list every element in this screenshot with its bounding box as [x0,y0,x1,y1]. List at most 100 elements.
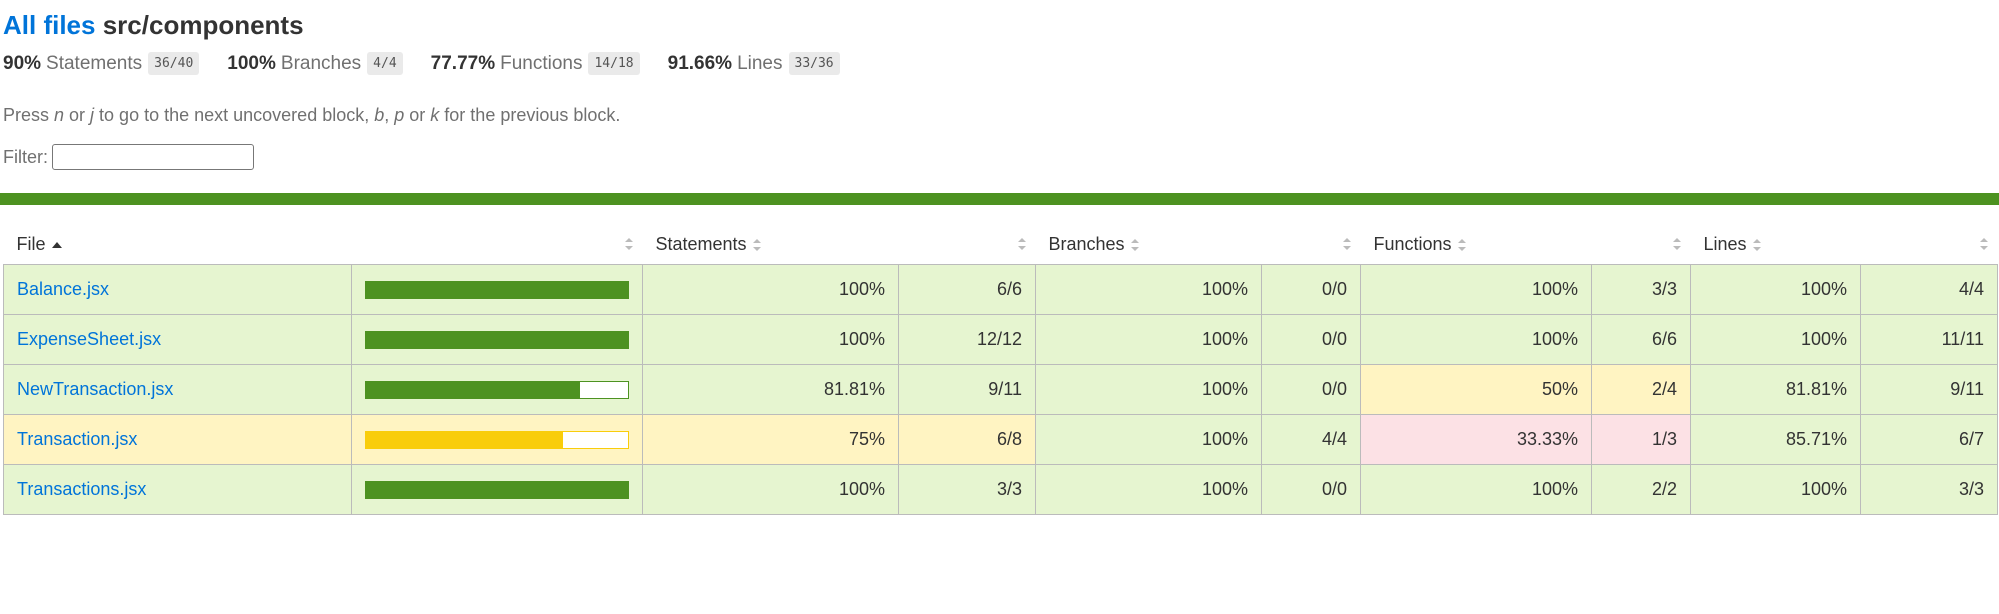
sort-icon [1979,238,1988,250]
status-bar [0,193,1999,205]
functions-raw-cell: 2/4 [1591,364,1691,415]
summary-statements: 90% Statements 36/40 [3,52,200,75]
coverage-bar-fill [366,481,628,498]
branches-pct-cell: 100% [1035,364,1262,415]
coverage-bar-fill [366,331,628,348]
sort-icon [1342,238,1351,250]
summary-pct: 91.66% [667,52,733,74]
branches-raw-cell: 0/0 [1261,464,1361,515]
summary-fraction: 4/4 [367,52,403,75]
sort-icon [1017,238,1026,250]
statements-raw-cell: 3/3 [898,464,1036,515]
coverage-bar [365,330,629,349]
file-cell: NewTransaction.jsx [3,364,352,415]
current-directory: src/components [102,10,304,40]
filter-label: Filter: [3,146,48,167]
summary-label: Statements [46,52,143,74]
lines-pct-cell: 100% [1690,464,1861,515]
table-header-row: File Statements Branches Functions Lines [4,224,1998,265]
branches-column-header[interactable]: Branches [1036,224,1262,265]
functions-raw-cell: 1/3 [1591,414,1691,465]
coverage-bar [365,280,629,299]
coverage-bar-cell [351,464,643,515]
summary-label: Branches [280,52,362,74]
file-cell: ExpenseSheet.jsx [3,314,352,365]
statements-raw-cell: 9/11 [898,364,1036,415]
branches-pct-cell: 100% [1035,314,1262,365]
branches-raw-cell: 0/0 [1261,264,1361,315]
statements-column-header[interactable]: Statements [643,224,899,265]
lines-raw-cell: 4/4 [1860,264,1998,315]
hint-text: or [404,105,431,125]
column-label: Functions [1373,233,1452,254]
coverage-bar [365,430,629,449]
coverage-bar-fill [366,381,581,398]
lines-column-header[interactable]: Lines [1691,224,1861,265]
file-link[interactable]: Transactions.jsx [17,479,147,499]
keyboard-hint: Press n or j to go to the next uncovered… [3,105,1996,126]
table-row: ExpenseSheet.jsx 100% 12/12 100% 0/0 100% 6/6 1… [3,314,1998,365]
column-label: File [16,233,46,254]
coverage-bar-cell [351,264,643,315]
hint-key: k [430,105,440,125]
file-column-header[interactable]: File [4,224,352,265]
statements-raw-cell: 12/12 [898,314,1036,365]
table-row: Transactions.jsx 100% 3/3 100% 0/0 100% 2/2 100… [3,464,1998,515]
page-title: All files src/components [3,0,1996,42]
lines-pct-cell: 85.71% [1690,414,1861,465]
functions-pct-cell: 100% [1360,264,1592,315]
branches-pct-cell: 100% [1035,464,1262,515]
file-bar-column-header[interactable] [352,224,643,265]
file-link[interactable]: Balance.jsx [17,279,110,299]
statements-pct-cell: 100% [642,464,899,515]
functions-raw-column-header[interactable] [1592,224,1691,265]
column-label: Lines [1703,233,1747,254]
sort-icon [1130,238,1139,251]
branches-pct-cell: 100% [1035,264,1262,315]
coverage-bar-cell [351,314,643,365]
summary-label: Lines [737,52,783,74]
functions-pct-cell: 33.33% [1360,414,1592,465]
summary-pct: 100% [227,52,276,74]
sort-icon [1672,238,1681,250]
branches-raw-cell: 4/4 [1261,414,1361,465]
functions-pct-cell: 100% [1360,314,1592,365]
filter-input[interactable] [52,144,254,170]
file-link[interactable]: NewTransaction.jsx [17,379,174,399]
table-row: Transaction.jsx 75% 6/8 100% 4/4 33.33% 1/3 85.… [3,414,1998,465]
summary-functions: 77.77% Functions 14/18 [431,52,640,75]
functions-pct-cell: 100% [1360,464,1592,515]
file-link[interactable]: Transaction.jsx [17,429,138,449]
lines-raw-cell: 9/11 [1860,364,1998,415]
hint-key: n [54,105,65,125]
sort-icon [1457,238,1466,251]
functions-pct-cell: 50% [1360,364,1592,415]
sort-icon [1752,238,1761,251]
hint-key: j [90,105,95,125]
all-files-link[interactable]: All files [3,10,96,40]
functions-column-header[interactable]: Functions [1361,224,1592,265]
statements-raw-column-header[interactable] [899,224,1036,265]
coverage-bar-fill [366,431,563,448]
file-cell: Transactions.jsx [3,464,352,515]
lines-pct-cell: 100% [1690,264,1861,315]
coverage-bar [365,380,629,399]
branches-raw-cell: 0/0 [1261,364,1361,415]
table-row: NewTransaction.jsx 81.81% 9/11 100% 0/0 50% 2/… [3,364,1998,415]
functions-raw-cell: 6/6 [1591,314,1691,365]
summary-label: Functions [500,52,583,74]
table-row: Balance.jsx 100% 6/6 100% 0/0 100% 3/3 100% 4/4 [3,264,1998,315]
branches-raw-column-header[interactable] [1262,224,1361,265]
branches-pct-cell: 100% [1035,414,1262,465]
lines-pct-cell: 81.81% [1690,364,1861,415]
column-label: Statements [655,233,747,254]
hint-text: , [384,105,395,125]
file-link[interactable]: ExpenseSheet.jsx [17,329,162,349]
statements-pct-cell: 75% [642,414,899,465]
lines-raw-column-header[interactable] [1861,224,1998,265]
statements-raw-cell: 6/8 [898,414,1036,465]
statements-pct-cell: 100% [642,314,899,365]
statements-pct-cell: 81.81% [642,364,899,415]
filter-row: Filter: [3,144,1996,170]
coverage-table: File Statements Branches Functions Lines… [3,224,1998,515]
